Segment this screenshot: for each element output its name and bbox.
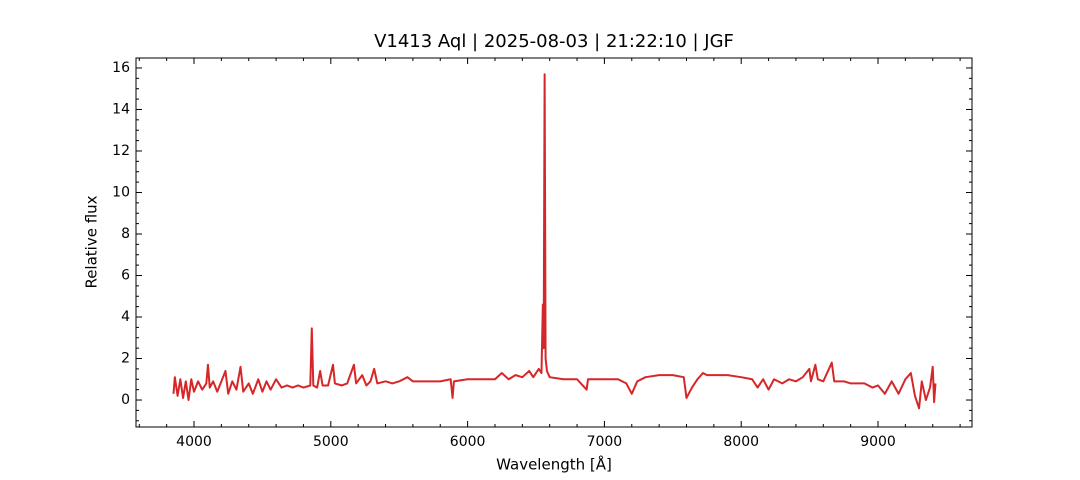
y-tick-label: 6 bbox=[121, 267, 130, 283]
chart-title: V1413 Aql | 2025-08-03 | 21:22:10 | JGF bbox=[374, 31, 734, 52]
plot-frame bbox=[135, 57, 973, 428]
y-tick-label: 10 bbox=[112, 184, 130, 200]
x-tick-label: 9000 bbox=[860, 434, 896, 450]
x-tick-label: 6000 bbox=[450, 434, 486, 450]
x-tick-label: 8000 bbox=[723, 434, 759, 450]
x-tick-label: 7000 bbox=[587, 434, 623, 450]
x-axis-label: Wavelength [Å] bbox=[496, 455, 612, 474]
y-tick-label: 12 bbox=[112, 143, 130, 159]
y-tick-label: 8 bbox=[121, 226, 130, 242]
y-tick-label: 16 bbox=[112, 60, 130, 76]
y-tick-label: 2 bbox=[121, 351, 130, 367]
y-tick-label: 14 bbox=[112, 101, 130, 117]
x-tick-label: 5000 bbox=[313, 434, 349, 450]
y-tick-label: 4 bbox=[121, 309, 130, 325]
y-axis-label: Relative flux bbox=[83, 195, 101, 288]
spectrum-line bbox=[172, 73, 937, 410]
y-tick-label: 0 bbox=[121, 392, 130, 408]
x-tick-label: 4000 bbox=[176, 434, 212, 450]
